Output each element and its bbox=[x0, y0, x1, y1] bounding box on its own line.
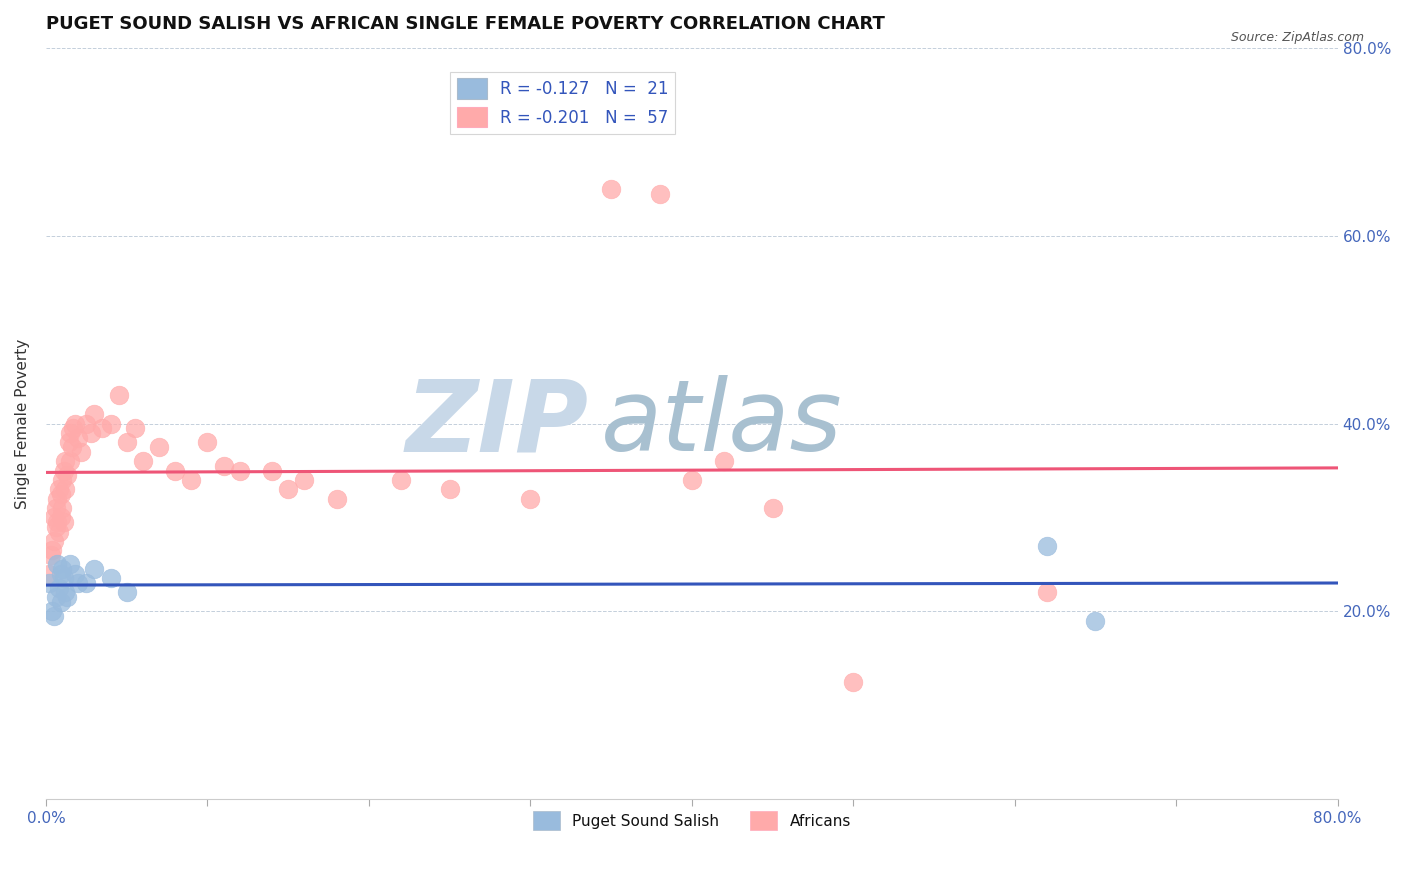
Point bbox=[100, 417, 122, 431]
Point bbox=[1084, 614, 1107, 628]
Point bbox=[56, 590, 79, 604]
Point bbox=[39, 548, 62, 562]
Point bbox=[83, 407, 105, 421]
Point bbox=[389, 473, 412, 487]
Point bbox=[600, 182, 623, 196]
Y-axis label: Single Female Poverty: Single Female Poverty bbox=[15, 338, 30, 508]
Point bbox=[49, 595, 72, 609]
Point bbox=[148, 440, 170, 454]
Point bbox=[132, 454, 155, 468]
Point bbox=[67, 431, 90, 445]
Point bbox=[180, 473, 202, 487]
Point bbox=[59, 425, 82, 440]
Point bbox=[41, 604, 63, 618]
Point bbox=[41, 543, 63, 558]
Text: atlas: atlas bbox=[602, 376, 844, 472]
Point bbox=[67, 576, 90, 591]
Point bbox=[107, 388, 129, 402]
Point bbox=[75, 576, 97, 591]
Point bbox=[53, 585, 76, 599]
Point bbox=[51, 473, 73, 487]
Point bbox=[46, 515, 69, 529]
Point bbox=[59, 454, 82, 468]
Point bbox=[45, 590, 67, 604]
Point bbox=[91, 421, 114, 435]
Point bbox=[63, 417, 86, 431]
Point bbox=[228, 464, 250, 478]
Point bbox=[80, 425, 103, 440]
Text: PUGET SOUND SALISH VS AFRICAN SINGLE FEMALE POVERTY CORRELATION CHART: PUGET SOUND SALISH VS AFRICAN SINGLE FEM… bbox=[46, 15, 884, 33]
Point bbox=[439, 483, 461, 497]
Point bbox=[75, 417, 97, 431]
Point bbox=[38, 566, 60, 581]
Point bbox=[842, 674, 865, 689]
Point bbox=[115, 585, 138, 599]
Point bbox=[51, 562, 73, 576]
Point bbox=[46, 491, 69, 506]
Text: ZIP: ZIP bbox=[405, 376, 589, 472]
Point bbox=[52, 571, 75, 585]
Point bbox=[46, 558, 69, 572]
Point bbox=[38, 576, 60, 591]
Point bbox=[42, 510, 65, 524]
Point bbox=[45, 520, 67, 534]
Point bbox=[124, 421, 146, 435]
Point bbox=[115, 435, 138, 450]
Point bbox=[42, 533, 65, 548]
Point bbox=[1036, 585, 1059, 599]
Legend: Puget Sound Salish, Africans: Puget Sound Salish, Africans bbox=[526, 805, 858, 836]
Point bbox=[165, 464, 187, 478]
Point bbox=[52, 515, 75, 529]
Point bbox=[42, 608, 65, 623]
Point bbox=[197, 435, 219, 450]
Point bbox=[83, 562, 105, 576]
Point bbox=[48, 581, 70, 595]
Point bbox=[52, 464, 75, 478]
Point bbox=[648, 186, 671, 201]
Point bbox=[62, 421, 84, 435]
Point bbox=[1036, 539, 1059, 553]
Point bbox=[59, 558, 82, 572]
Point bbox=[58, 435, 80, 450]
Point bbox=[45, 501, 67, 516]
Point bbox=[63, 566, 86, 581]
Point bbox=[49, 566, 72, 581]
Point bbox=[51, 501, 73, 516]
Point bbox=[681, 473, 703, 487]
Point bbox=[212, 458, 235, 473]
Point bbox=[49, 510, 72, 524]
Point bbox=[260, 464, 283, 478]
Point bbox=[49, 487, 72, 501]
Point bbox=[325, 491, 347, 506]
Point bbox=[70, 444, 93, 458]
Point bbox=[292, 473, 315, 487]
Point bbox=[519, 491, 541, 506]
Point bbox=[60, 440, 83, 454]
Point bbox=[56, 468, 79, 483]
Point bbox=[53, 454, 76, 468]
Text: Source: ZipAtlas.com: Source: ZipAtlas.com bbox=[1230, 31, 1364, 45]
Point bbox=[277, 483, 299, 497]
Point bbox=[761, 501, 783, 516]
Point bbox=[53, 483, 76, 497]
Point bbox=[48, 483, 70, 497]
Point bbox=[100, 571, 122, 585]
Point bbox=[48, 524, 70, 539]
Point bbox=[713, 454, 735, 468]
